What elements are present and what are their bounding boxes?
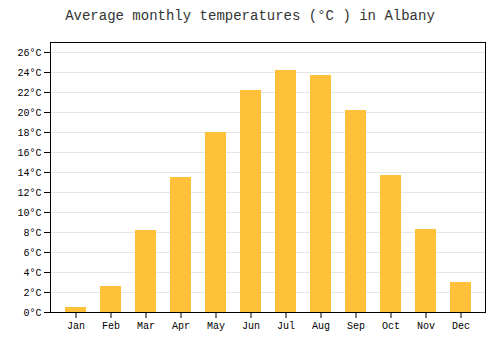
svg-text:2°C: 2°C (23, 288, 41, 299)
svg-text:6°C: 6°C (23, 248, 41, 259)
svg-text:24°C: 24°C (17, 68, 41, 79)
svg-text:14°C: 14°C (17, 168, 41, 179)
svg-text:20°C: 20°C (17, 108, 41, 119)
svg-text:8°C: 8°C (23, 228, 41, 239)
svg-text:Aug: Aug (312, 321, 330, 332)
svg-text:22°C: 22°C (17, 88, 41, 99)
html-text:Average monthly temperatures (: Average monthly temperatures (°C ) in Al… (65, 8, 435, 24)
svg-text:Mar: Mar (137, 321, 155, 332)
svg-text:Apr: Apr (172, 321, 190, 332)
svg-text:Sep: Sep (347, 321, 365, 332)
svg-text:16°C: 16°C (17, 148, 41, 159)
svg-text:Jul: Jul (277, 321, 295, 332)
svg-text:26°C: 26°C (17, 48, 41, 59)
svg-text:Nov: Nov (417, 321, 435, 332)
svg-text:Jan: Jan (67, 321, 85, 332)
svg-text:10°C: 10°C (17, 208, 41, 219)
svg-text:Dec: Dec (452, 321, 470, 332)
svg-text:18°C: 18°C (17, 128, 41, 139)
svg-text:May: May (207, 321, 225, 332)
svg-text:4°C: 4°C (23, 268, 41, 279)
svg-text:Feb: Feb (102, 321, 120, 332)
svg-text:Jun: Jun (242, 321, 260, 332)
svg-text:12°C: 12°C (17, 188, 41, 199)
svg-text:Oct: Oct (382, 321, 400, 332)
svg-text:0°C: 0°C (23, 308, 41, 319)
